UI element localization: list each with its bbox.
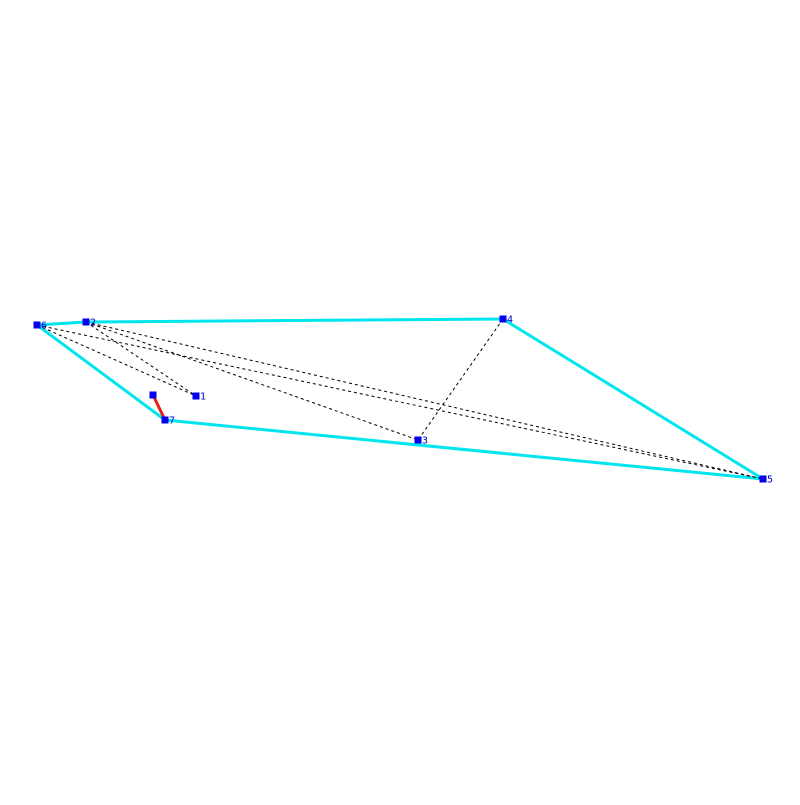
node-1: 1 <box>192 392 206 403</box>
hull-edge-2-4 <box>84 317 505 324</box>
node-label: 2 <box>90 318 96 329</box>
node-marker <box>414 436 422 444</box>
node-marker <box>499 315 507 323</box>
inner-edges <box>36 318 764 480</box>
inner-edge-2-1 <box>85 321 197 397</box>
node-7: 7 <box>161 416 175 427</box>
nodes: 1 2 3 4 5 6 7 <box>33 315 773 486</box>
hull-edge-6-2 <box>35 320 88 327</box>
highlight-edges <box>151 393 167 422</box>
node-marker <box>33 321 41 329</box>
node-label: 6 <box>41 321 47 332</box>
inner-edge-2-3 <box>85 321 419 441</box>
inner-edge-6-5 <box>36 324 764 480</box>
hull-edge-5-7 <box>163 418 765 481</box>
node-marker <box>149 391 157 399</box>
inner-edge-2-5 <box>85 321 764 480</box>
inner-edge-6-1 <box>36 324 197 397</box>
node-label: 4 <box>507 315 513 326</box>
node-label: 7 <box>169 416 175 427</box>
node-3: 3 <box>414 436 428 447</box>
node-marker <box>161 416 169 424</box>
node-label: 3 <box>422 436 428 447</box>
node-label: 5 <box>767 475 773 486</box>
node-2: 2 <box>82 318 96 329</box>
node-6: 6 <box>33 321 47 332</box>
node-marker <box>192 392 200 400</box>
highlight-edge-u-7 <box>151 393 167 422</box>
hull-edges <box>35 317 765 481</box>
node-unlabeled <box>149 391 157 399</box>
hull-edge-7-6 <box>35 323 167 422</box>
inner-edge-4-3 <box>417 318 504 441</box>
node-5: 5 <box>759 475 773 486</box>
node-4: 4 <box>499 315 513 326</box>
node-marker <box>759 475 767 483</box>
hull-edge-4-5 <box>501 317 765 481</box>
node-marker <box>82 318 90 326</box>
node-label: 1 <box>200 392 206 403</box>
